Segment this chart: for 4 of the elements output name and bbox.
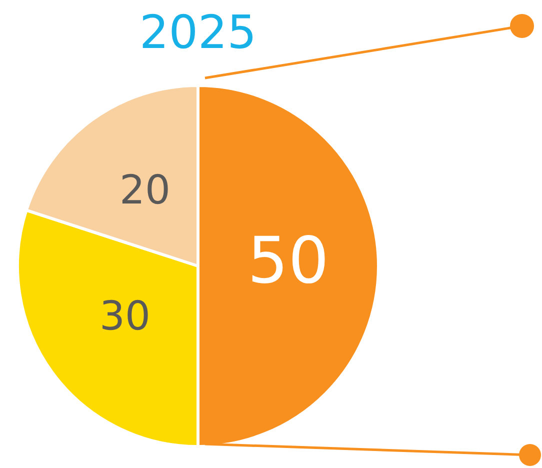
chart-title: 2025 [138,4,258,61]
data-label: 20 [120,167,170,214]
data-label: 50 [248,224,329,299]
data-label: 30 [100,293,150,340]
